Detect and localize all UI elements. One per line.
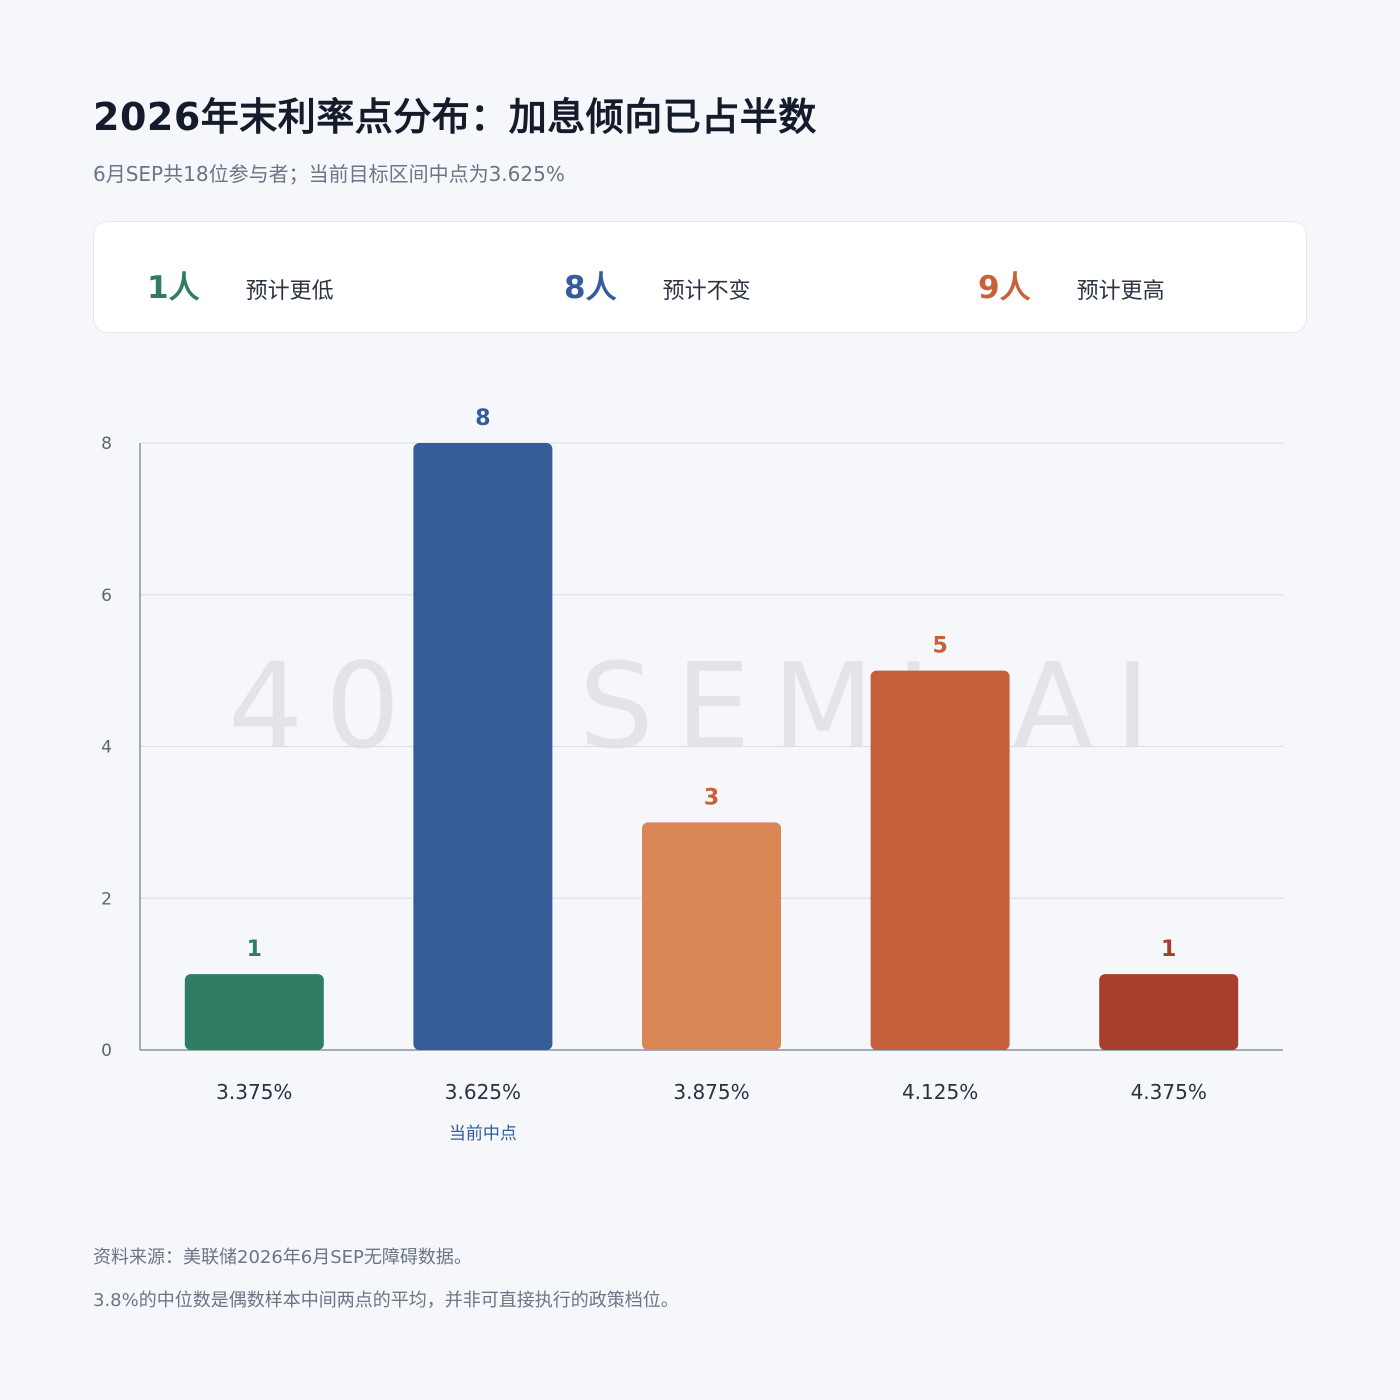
data-label: 1 [247, 937, 262, 962]
x-tick-label: 3.625% [445, 1080, 521, 1104]
data-label: 1 [1161, 937, 1176, 962]
summary-unchanged-label: 预计不变 [662, 279, 751, 304]
x-tick-label: 3.875% [673, 1080, 749, 1104]
summary-lower: 1人 预计更低 [147, 262, 334, 307]
bar-3.625% [413, 443, 553, 1050]
chart-area: 404 SEMI AI 0 2 4 6 8 1 3.375% 8 3.625% 当前中点 3 3.875… [0, 380, 1400, 1180]
summary-unchanged: 8人 预计不变 [564, 262, 751, 307]
bar-3.375% [184, 974, 324, 1050]
summary-card: 1人 预计更低 8人 预计不变 9人 预计更高 [93, 221, 1307, 333]
bar-4.125% [870, 670, 1010, 1050]
data-label: 3 [704, 785, 719, 810]
summary-higher-label: 预计更高 [1076, 279, 1165, 304]
x-tick-label: 3.375% [216, 1080, 292, 1104]
bar-chart: 404 SEMI AI 0 2 4 6 8 1 3.375% 8 3.625% 当前中点 3 3.875… [101, 406, 1283, 1144]
x-tick-label: 4.375% [1131, 1080, 1207, 1104]
current-midpoint-annotation: 当前中点 [449, 1124, 517, 1144]
summary-lower-label: 预计更低 [245, 279, 334, 304]
footer-source: 资料来源：美联储2026年6月SEP无障碍数据。 [93, 1247, 472, 1268]
footer-note: 3.8%的中位数是偶数样本中间两点的平均，并非可直接执行的政策档位。 [93, 1290, 679, 1311]
y-tick-label: 6 [101, 586, 112, 606]
summary-unchanged-count: 8人 [564, 270, 617, 306]
summary-higher-count: 9人 [978, 270, 1031, 306]
summary-lower-count: 1人 [147, 270, 200, 306]
y-tick-label: 4 [101, 738, 112, 758]
data-label: 5 [932, 634, 947, 659]
chart-title: 2026年末利率点分布：加息倾向已占半数 [93, 95, 817, 139]
watermark-text: 404 SEMI AI [228, 637, 1172, 775]
y-tick-label: 8 [101, 434, 112, 454]
y-tick-label: 2 [101, 889, 112, 909]
bar-4.375% [1099, 974, 1239, 1050]
summary-higher: 9人 预计更高 [978, 262, 1165, 307]
x-tick-label: 4.125% [902, 1080, 978, 1104]
data-label: 8 [475, 406, 490, 431]
chart-subtitle: 6月SEP共18位参与者；当前目标区间中点为3.625% [93, 162, 565, 186]
bar-3.875% [642, 822, 781, 1050]
y-tick-label: 0 [101, 1041, 112, 1061]
